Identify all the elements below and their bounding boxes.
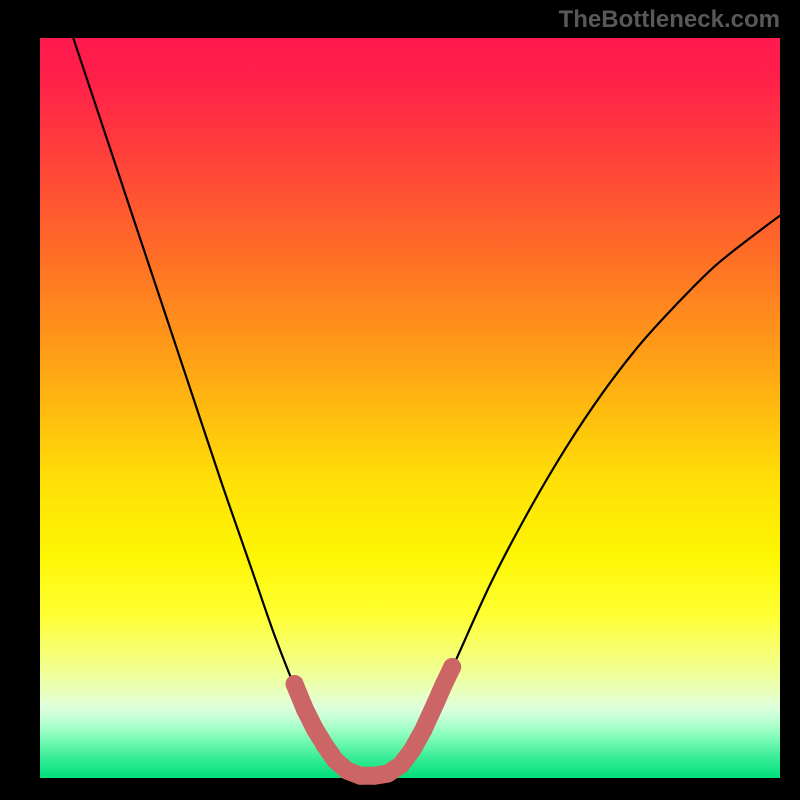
marker-dot [426,695,444,713]
watermark-text: TheBottleneck.com [559,6,780,34]
canvas: TheBottleneck.com [0,0,800,800]
marker-dot [306,719,324,737]
chart-svg [0,0,800,800]
plot-background [40,38,780,778]
marker-dot [316,736,334,754]
marker-dot [286,675,304,693]
marker-dot [296,700,314,718]
marker-dot [403,741,421,759]
marker-dot [414,721,432,739]
marker-dot [443,658,461,676]
marker-dot [392,756,410,774]
marker-dot [434,677,452,695]
